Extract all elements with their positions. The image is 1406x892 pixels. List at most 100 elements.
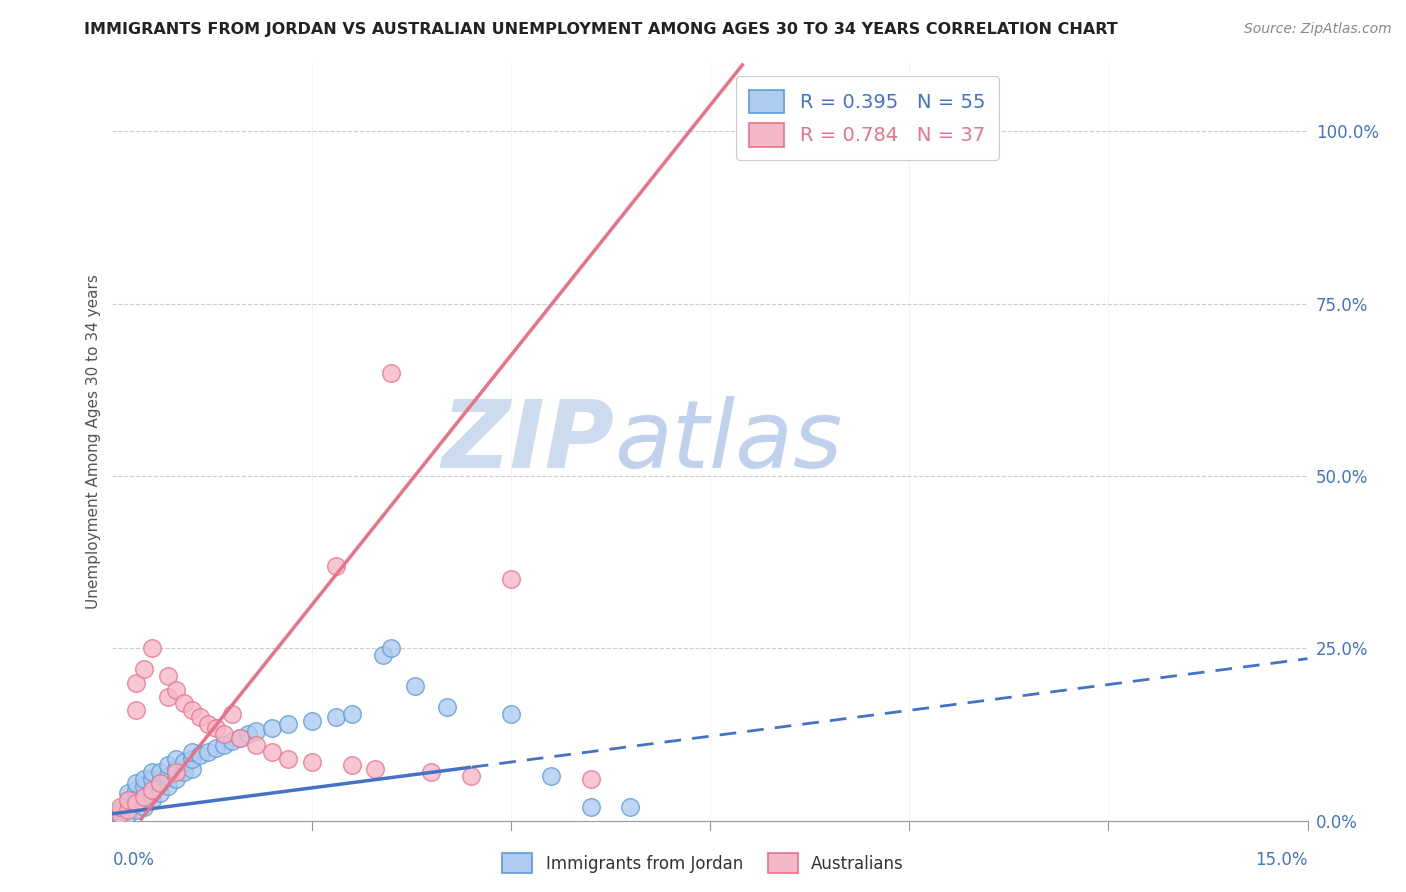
Point (229, 731, 252, 745)
Text: atlas: atlas (614, 396, 842, 487)
Text: 15.0%: 15.0% (1256, 851, 1308, 869)
Point (141, 793, 163, 807)
Point (420, 765, 443, 780)
Point (157, 779, 180, 793)
Point (165, 765, 187, 780)
Point (125, 797, 148, 811)
Point (579, 772, 602, 787)
Point (540, 769, 562, 783)
Point (149, 786, 172, 800)
Point (260, 745, 283, 759)
Point (245, 738, 267, 752)
Point (141, 782, 163, 797)
Point (221, 734, 243, 748)
Point (157, 669, 180, 683)
Point (125, 782, 148, 797)
Point (110, 803, 132, 817)
Point (165, 751, 187, 765)
Point (125, 703, 148, 717)
Point (181, 751, 204, 765)
Point (340, 758, 363, 772)
Point (134, 779, 156, 793)
Legend: Immigrants from Jordan, Australians: Immigrants from Jordan, Australians (494, 845, 912, 881)
Point (157, 769, 180, 783)
Point (181, 762, 204, 776)
Point (277, 751, 299, 765)
Point (404, 679, 426, 693)
Point (141, 765, 163, 780)
Point (236, 727, 259, 741)
Point (125, 797, 148, 811)
Point (197, 717, 219, 731)
Text: Source: ZipAtlas.com: Source: ZipAtlas.com (1244, 22, 1392, 37)
Point (212, 738, 235, 752)
Point (301, 755, 323, 769)
Point (197, 745, 219, 759)
Point (325, 558, 347, 573)
Point (117, 806, 139, 821)
Text: 0.0%: 0.0% (112, 851, 155, 869)
Point (117, 803, 139, 817)
Point (149, 765, 172, 780)
Point (277, 717, 299, 731)
Point (436, 699, 458, 714)
Point (205, 721, 228, 735)
Point (619, 800, 641, 814)
Point (141, 772, 163, 787)
Point (221, 706, 243, 721)
Point (149, 776, 172, 790)
Point (579, 800, 602, 814)
Text: IMMIGRANTS FROM JORDAN VS AUSTRALIAN UNEMPLOYMENT AMONG AGES 30 TO 34 YEARS CORR: IMMIGRANTS FROM JORDAN VS AUSTRALIAN UNE… (84, 22, 1118, 37)
Point (818, 124, 841, 138)
Point (165, 772, 187, 787)
Point (157, 758, 180, 772)
Point (340, 706, 363, 721)
Point (245, 724, 267, 739)
Point (125, 803, 148, 817)
Point (212, 727, 235, 741)
Point (125, 675, 148, 690)
Point (110, 806, 132, 821)
Point (229, 731, 252, 745)
Point (125, 776, 148, 790)
Point (110, 806, 132, 821)
Point (380, 366, 402, 380)
Point (181, 745, 204, 759)
Point (134, 789, 156, 804)
Point (165, 682, 187, 697)
Point (260, 721, 283, 735)
Point (134, 789, 156, 804)
Point (499, 573, 522, 587)
Point (188, 710, 211, 724)
Point (364, 762, 387, 776)
Point (165, 762, 187, 776)
Point (301, 714, 323, 728)
Point (460, 769, 482, 783)
Point (117, 786, 139, 800)
Point (117, 800, 139, 814)
Point (149, 776, 172, 790)
Point (134, 772, 156, 787)
Point (134, 800, 156, 814)
Point (110, 800, 132, 814)
Point (173, 697, 195, 711)
Point (373, 648, 395, 663)
Legend: R = 0.395   N = 55, R = 0.784   N = 37: R = 0.395 N = 55, R = 0.784 N = 37 (735, 76, 1000, 161)
Y-axis label: Unemployment Among Ages 30 to 34 years: Unemployment Among Ages 30 to 34 years (86, 274, 101, 609)
Point (117, 793, 139, 807)
Point (181, 703, 204, 717)
Point (141, 641, 163, 656)
Point (173, 755, 195, 769)
Point (141, 782, 163, 797)
Point (499, 706, 522, 721)
Point (117, 793, 139, 807)
Point (110, 810, 132, 824)
Point (205, 741, 228, 756)
Point (173, 765, 195, 780)
Point (380, 641, 402, 656)
Point (325, 710, 347, 724)
Point (188, 748, 211, 763)
Text: ZIP: ZIP (441, 395, 614, 488)
Point (157, 690, 180, 704)
Point (134, 662, 156, 676)
